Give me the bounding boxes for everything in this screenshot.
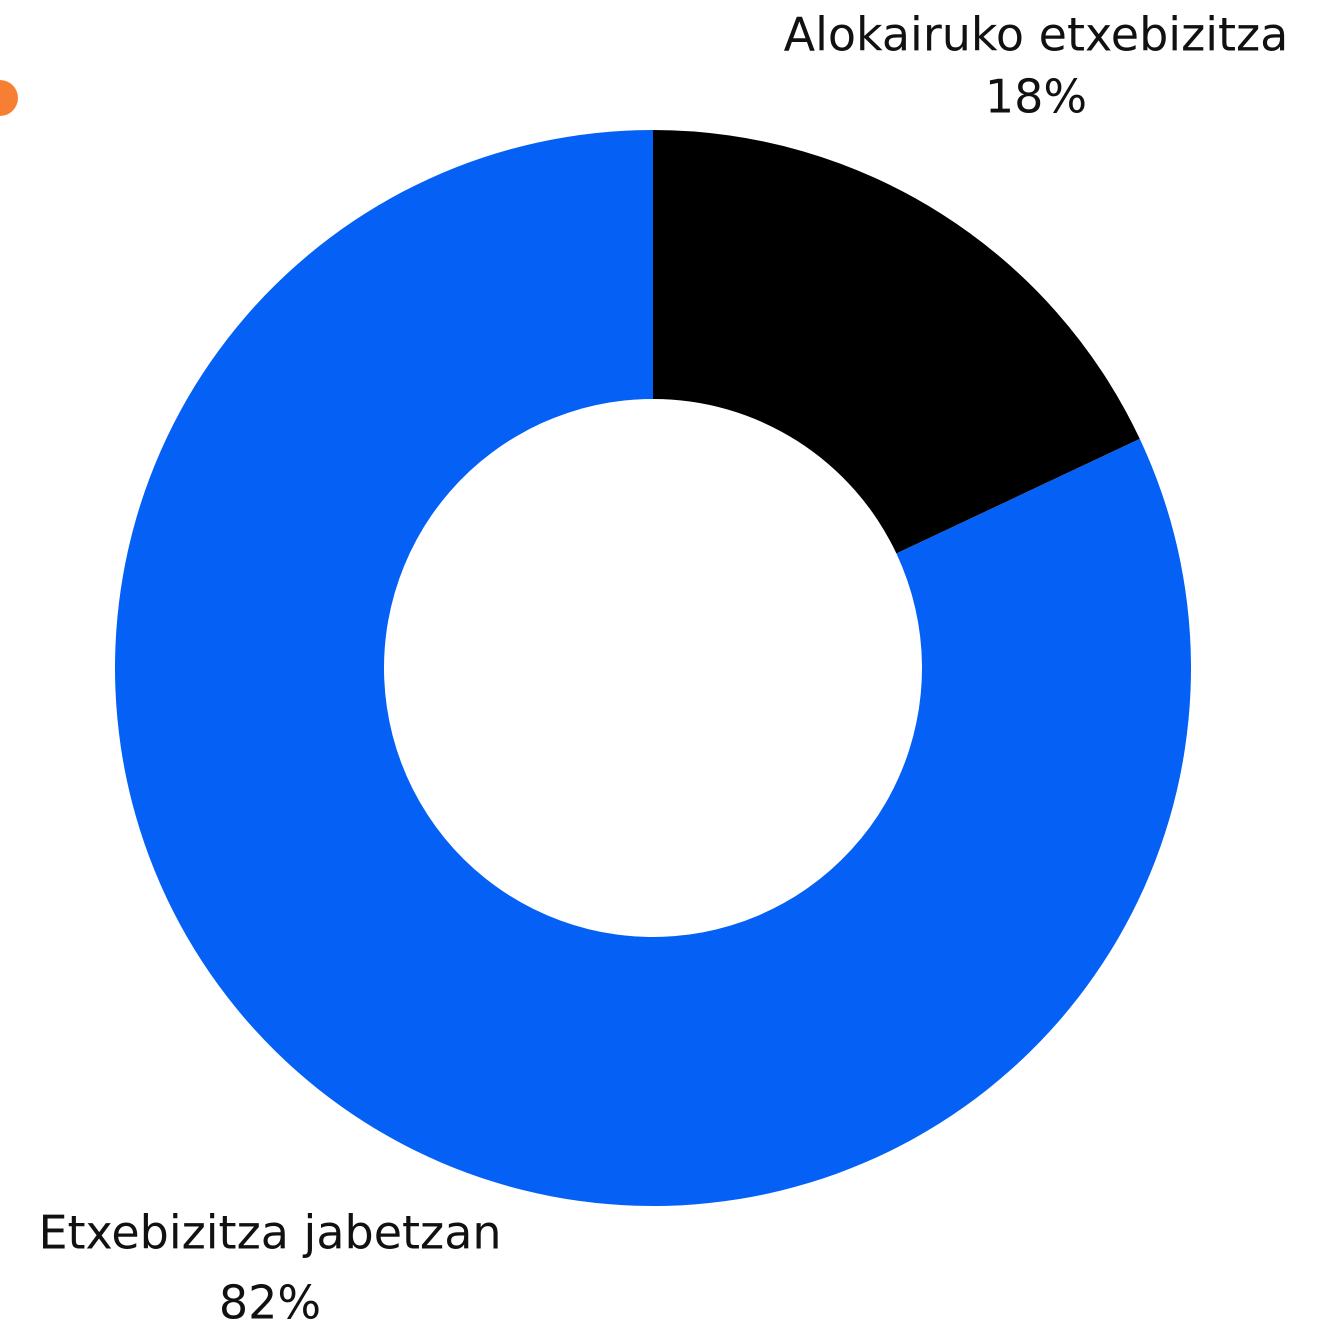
donut-slice <box>653 130 1140 554</box>
slice-value-label: 18% <box>985 70 1087 124</box>
donut-slice <box>114 130 1191 1206</box>
slice-value-label: 82% <box>219 1276 321 1330</box>
slice-label: Etxebizitza jabetzan <box>38 1206 501 1260</box>
slice-label: Alokairuko etxebizitza <box>784 8 1289 62</box>
decor-dot <box>0 80 18 116</box>
